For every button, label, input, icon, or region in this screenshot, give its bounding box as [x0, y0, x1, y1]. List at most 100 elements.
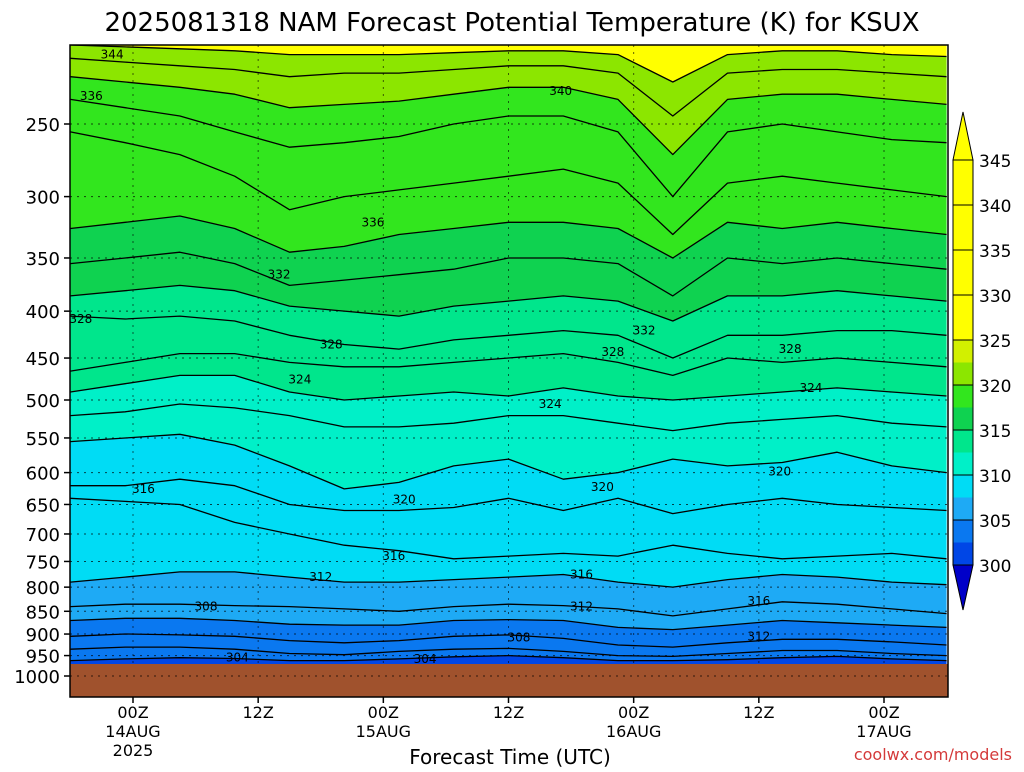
contour-label: 344	[101, 48, 124, 62]
contour-label: 308	[195, 600, 218, 614]
grid-lines	[70, 45, 948, 677]
colorbar-label: 305	[979, 512, 1011, 532]
y-tick-label: 1000	[14, 667, 60, 688]
colorbar-segment	[953, 205, 973, 228]
x-tick-label-date: 15AUG	[356, 722, 411, 741]
colorbar-segment	[953, 407, 973, 430]
colorbar-segment	[953, 497, 973, 520]
colorbar-segment	[953, 340, 973, 363]
contour-label: 332	[268, 268, 291, 282]
y-tick-label: 900	[26, 625, 60, 646]
y-tick-label: 300	[26, 188, 60, 209]
x-tick-label-time: 00Z	[618, 703, 649, 722]
y-tick-label: 450	[26, 349, 60, 370]
contour-line-304	[70, 654, 947, 662]
contour-label: 324	[800, 381, 823, 395]
contour-lines	[70, 45, 947, 662]
contour-line-330	[70, 284, 947, 322]
contour-line-306	[70, 646, 947, 658]
contour-line-322	[70, 403, 947, 432]
contour-label: 312	[747, 629, 770, 643]
contour-line-318	[70, 478, 947, 515]
watermark: coolwx.com/models	[854, 745, 1012, 764]
colorbar-label: 315	[979, 422, 1011, 442]
x-tick-label-year: 2025	[113, 741, 154, 760]
contour-line-312	[70, 601, 947, 617]
y-tick-label: 850	[26, 602, 60, 623]
contour-labels: 344 336 340 336 332 332 328 328 328 328 324 324 324 3…	[69, 48, 822, 666]
colorbar-segment	[953, 160, 973, 183]
y-axis: 2503003504004505005506006507007508008509…	[14, 115, 70, 688]
contour-label: 328	[779, 342, 802, 356]
colorbar-label: 325	[979, 332, 1011, 352]
x-tick-label-time: 12Z	[243, 703, 274, 722]
contour-label: 320	[768, 464, 791, 478]
contour-line-340	[70, 76, 947, 156]
contour-label: 324	[288, 373, 311, 387]
x-tick-label-time: 00Z	[117, 703, 148, 722]
y-tick-label: 750	[26, 552, 60, 573]
x-axis-label: Forecast Time (UTC)	[409, 745, 611, 768]
contour-label: 336	[80, 89, 103, 103]
temperature-band	[70, 479, 947, 559]
colorbar-label: 330	[979, 287, 1011, 307]
contour-label: 304	[414, 652, 437, 666]
colorbar-segment	[953, 475, 973, 498]
y-tick-label: 400	[26, 302, 60, 323]
contour-label: 328	[69, 312, 92, 326]
contour-label: 332	[633, 324, 656, 338]
x-tick-label-date: 16AUG	[606, 722, 661, 741]
contour-label: 320	[591, 480, 614, 494]
temperature-band	[70, 404, 947, 489]
y-tick-label: 500	[26, 391, 60, 412]
y-tick-label: 350	[26, 249, 60, 270]
y-tick-label: 250	[26, 115, 60, 136]
y-tick-label: 700	[26, 525, 60, 546]
contour-label: 308	[507, 631, 530, 645]
x-tick-label-time: 00Z	[368, 703, 399, 722]
contour-line-308	[70, 633, 947, 648]
contour-line-328	[70, 315, 947, 359]
x-tick-label-date: 17AUG	[856, 722, 911, 741]
colorbar-segment	[953, 227, 973, 250]
temperature-band	[70, 634, 947, 657]
temperature-band	[70, 571, 947, 616]
colorbar-segment	[953, 362, 973, 385]
contour-label: 324	[539, 397, 562, 411]
y-tick-label: 800	[26, 578, 60, 599]
temperature-band	[70, 76, 947, 197]
temperature-band	[70, 285, 947, 358]
colorbar-segment	[953, 452, 973, 475]
contour-label: 328	[601, 345, 624, 359]
temperature-band	[70, 45, 947, 116]
colorbar: 300 305 310 315 320 325 330 335 340 345	[952, 111, 1011, 611]
x-tick-label-time: 12Z	[493, 703, 524, 722]
colorbar-label: 335	[979, 242, 1011, 262]
contour-label: 316	[132, 482, 155, 496]
x-tick-label-time: 12Z	[743, 703, 774, 722]
temperature-band	[70, 58, 947, 155]
ground-surface	[70, 664, 948, 697]
contour-label: 328	[320, 338, 343, 352]
temperature-band	[70, 647, 947, 661]
colorbar-segment	[953, 520, 973, 543]
contour-line-336	[70, 131, 947, 236]
x-tick-label-time: 00Z	[868, 703, 899, 722]
contour-label: 304	[226, 651, 249, 665]
y-tick-label: 950	[26, 647, 60, 668]
contour-label: 316	[570, 568, 593, 582]
y-tick-label: 600	[26, 464, 60, 485]
colorbar-segment	[953, 272, 973, 295]
colorbar-segment	[953, 430, 973, 453]
temperature-band	[70, 601, 947, 630]
contour-label: 316	[382, 549, 405, 563]
contour-line-334	[70, 215, 947, 259]
colorbar-label: 340	[979, 197, 1011, 217]
colorbar-segment	[953, 295, 973, 318]
colorbar-label: 345	[979, 152, 1011, 172]
colorbar-underflow-arrow	[952, 564, 974, 611]
x-tick-label-date: 14AUG	[105, 722, 160, 741]
contour-line-344	[70, 45, 947, 83]
